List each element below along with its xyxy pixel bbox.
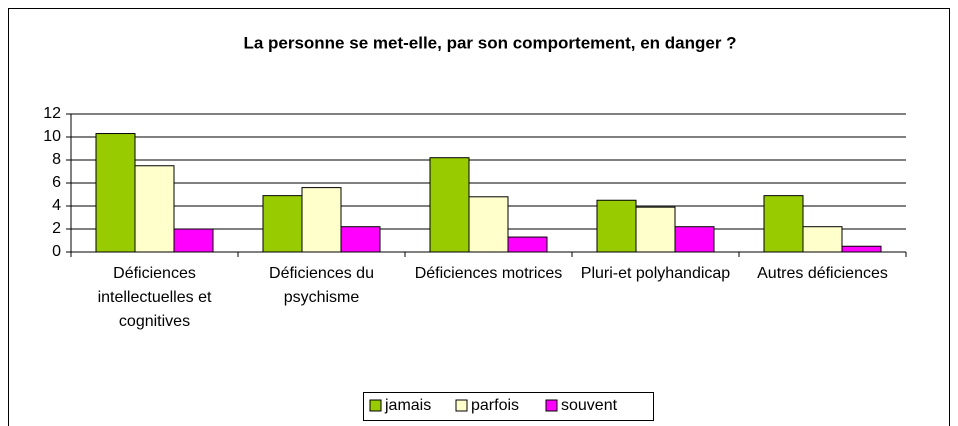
- bar: [596, 199, 637, 253]
- x-tick-label: Autres déficiences: [757, 265, 888, 282]
- bar: [635, 206, 676, 253]
- bar: [802, 226, 843, 253]
- bar: [841, 245, 882, 253]
- x-tick-label: Déficiences motrices: [414, 265, 563, 282]
- legend-label: souvent: [561, 397, 618, 414]
- chart-title: La personne se met-elle, par son comport…: [243, 33, 736, 52]
- y-tick-label: 2: [52, 220, 61, 237]
- y-tick-label: 0: [52, 243, 61, 260]
- bar: [763, 195, 804, 253]
- bar: [340, 226, 381, 253]
- legend-label: jamais: [384, 397, 431, 414]
- y-tick-label: 4: [52, 197, 61, 214]
- bar: [262, 195, 303, 253]
- bar: [674, 226, 715, 253]
- bar: [468, 196, 509, 253]
- x-tick-label: Déficiences du psychisme: [269, 265, 374, 306]
- bar: [134, 165, 175, 253]
- x-tick-label: Pluri-et polyhandicap: [580, 265, 731, 282]
- x-tick-label: Déficiences intellectuelles et cognitive…: [97, 265, 212, 330]
- bar: [173, 228, 214, 253]
- y-tick-label: 8: [52, 151, 61, 168]
- bar: [95, 133, 136, 253]
- y-tick-label: 6: [52, 174, 61, 191]
- y-tick-label: 10: [43, 128, 61, 145]
- bar: [301, 187, 342, 253]
- legend-label: parfois: [471, 397, 519, 414]
- bar: [429, 157, 470, 253]
- bar: [507, 236, 548, 253]
- y-tick-label: 12: [43, 105, 61, 122]
- legend-swatch: [369, 399, 382, 412]
- legend-box: [363, 392, 654, 421]
- legend-swatch: [455, 399, 468, 412]
- legend-swatch: [545, 399, 558, 412]
